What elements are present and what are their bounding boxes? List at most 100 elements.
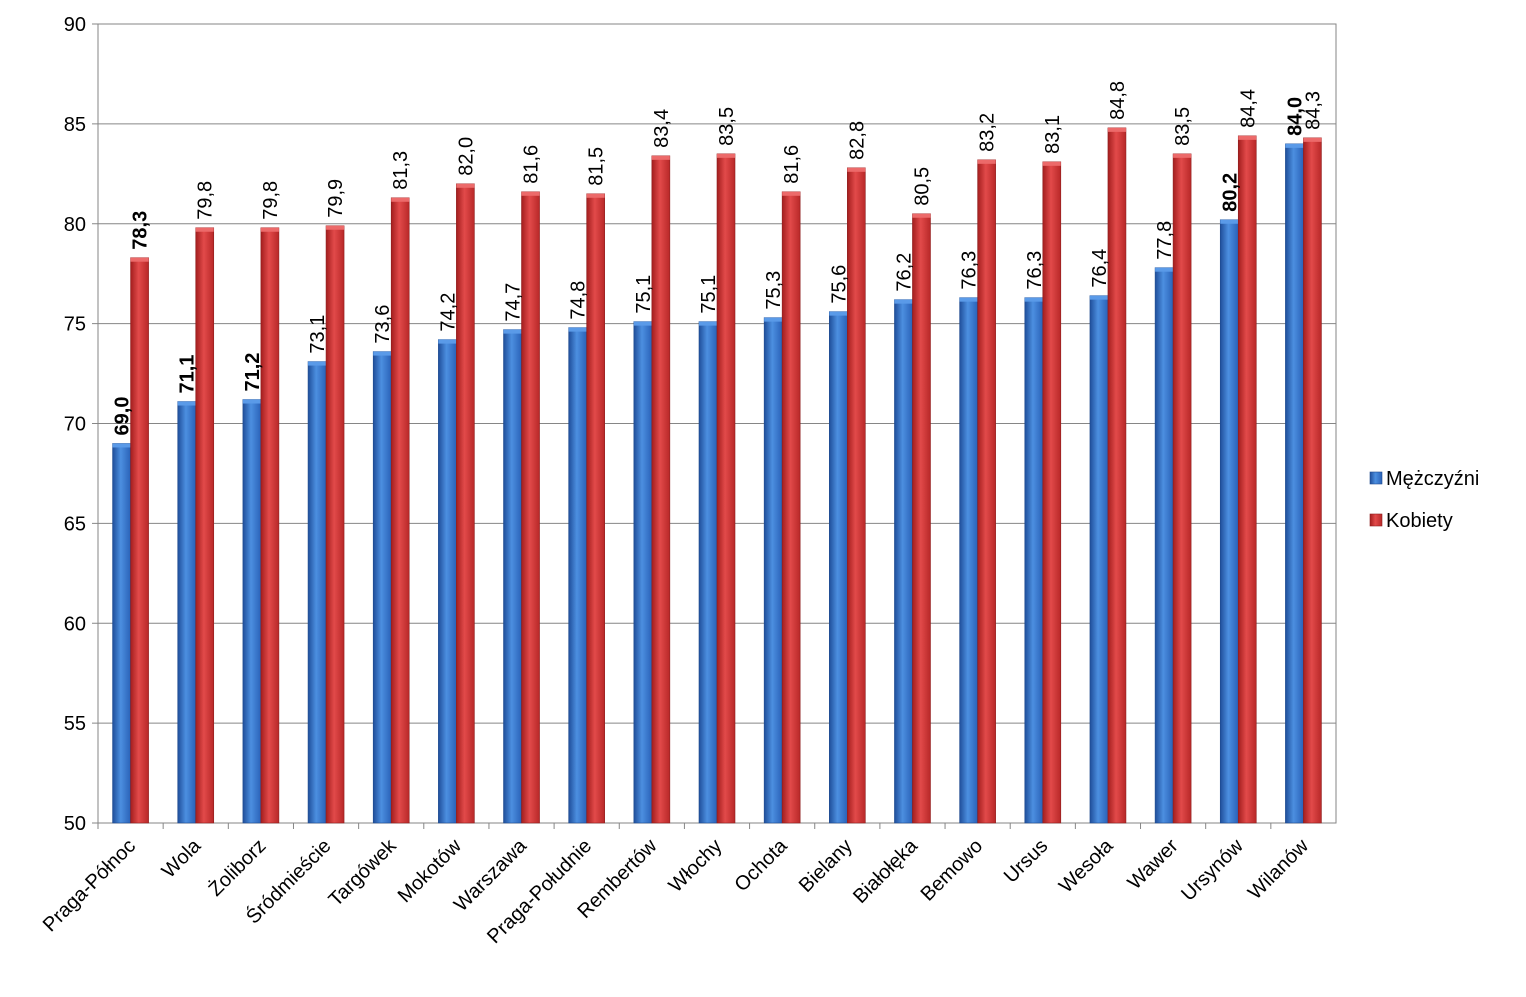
bar-men-12 <box>829 311 848 824</box>
y-tick-label: 70 <box>64 414 86 436</box>
bar-men-5 <box>372 351 392 824</box>
bar-women-2 <box>195 227 215 824</box>
bar-men-9 <box>633 321 653 824</box>
x-tick-label: Białołęka <box>849 834 923 908</box>
data-label-men-14: 76,3 <box>959 251 981 290</box>
bar-top-men-7 <box>503 329 522 334</box>
bar-top-women-3 <box>260 227 279 232</box>
bar-top-men-13 <box>894 299 913 304</box>
bar-top-men-19 <box>1285 143 1304 148</box>
x-tick-label: Wawer <box>1124 835 1183 894</box>
data-label-women-13: 80,5 <box>911 167 933 206</box>
bar-women-3 <box>260 227 280 824</box>
data-label-men-8: 74,8 <box>568 281 590 320</box>
bar-men-6 <box>438 339 457 824</box>
bar-top-women-2 <box>195 227 214 232</box>
data-label-women-5: 81,3 <box>390 151 412 190</box>
bar-men-3 <box>242 399 262 824</box>
data-label-men-15: 76,3 <box>1024 251 1046 290</box>
data-label-men-19: 84,0 <box>1284 97 1306 136</box>
bar-top-women-11 <box>782 191 801 196</box>
y-tick-label: 90 <box>64 14 86 36</box>
data-label-women-12: 82,8 <box>846 121 868 160</box>
bar-top-women-5 <box>391 197 410 202</box>
bar-top-men-11 <box>764 317 783 322</box>
x-tick-label: Ochota <box>731 834 793 896</box>
bar-men-1 <box>112 443 131 824</box>
y-tick-label: 85 <box>64 114 86 136</box>
bar-top-women-17 <box>1173 153 1192 158</box>
bar-top-men-15 <box>1024 297 1043 302</box>
bar-top-men-17 <box>1155 267 1174 272</box>
data-label-women-10: 83,5 <box>716 107 738 146</box>
data-label-men-5: 73,6 <box>372 305 394 344</box>
bar-men-16 <box>1089 295 1109 824</box>
x-tick-label: Bielany <box>795 835 857 897</box>
bar-top-women-10 <box>717 153 735 158</box>
bar-top-men-16 <box>1089 295 1108 300</box>
data-label-women-16: 84,8 <box>1107 81 1129 120</box>
bar-men-10 <box>698 321 718 824</box>
bar-top-women-15 <box>1042 161 1061 166</box>
bar-men-15 <box>1024 297 1044 824</box>
data-label-women-14: 83,2 <box>977 113 999 152</box>
x-tick-label: Włochy <box>665 835 727 897</box>
bar-top-women-12 <box>847 167 866 172</box>
axes: 50 55 60 65 70 75 80 85 90 Praga-Północ Wola Żolibo… <box>39 14 1336 948</box>
x-tick-label: Wola <box>158 834 206 882</box>
data-label-men-18: 80,2 <box>1219 173 1241 212</box>
x-tick-label: Targówek <box>325 834 402 911</box>
bar-top-men-1 <box>112 443 131 448</box>
bar-top-men-6 <box>438 339 457 344</box>
x-tick-label: Bemowo <box>917 835 988 906</box>
y-tick-label: 60 <box>64 613 86 635</box>
data-label-men-16: 76,4 <box>1089 249 1111 288</box>
data-label-men-3: 71,2 <box>242 353 264 392</box>
bar-top-women-9 <box>651 155 670 160</box>
legend-label-2: Kobiety <box>1386 510 1453 532</box>
data-label-women-19: 84,3 <box>1302 91 1324 130</box>
bar-men-11 <box>763 317 783 824</box>
bar-top-men-12 <box>829 311 848 316</box>
data-label-women-18: 84,4 <box>1237 89 1259 128</box>
bar-women-1 <box>130 257 149 824</box>
x-tick-label: Ursynów <box>1177 835 1248 906</box>
bar-top-women-4 <box>326 225 345 230</box>
bar-top-women-8 <box>586 193 605 198</box>
data-label-women-8: 81,5 <box>586 147 608 186</box>
x-tick-label: Wilanów <box>1244 835 1313 904</box>
bar-men-7 <box>503 329 522 824</box>
bar-top-men-8 <box>568 327 587 332</box>
legend-swatch-1 <box>1369 471 1383 485</box>
y-tick-label: 55 <box>64 713 86 735</box>
data-label-men-13: 76,2 <box>893 253 915 292</box>
x-tick-label: Wesoła <box>1055 834 1118 897</box>
data-label-men-17: 77,8 <box>1154 221 1176 260</box>
x-tick-label: Żoliborz <box>204 834 271 901</box>
bar-top-women-14 <box>977 159 996 164</box>
x-tick-label: Praga-Północ <box>39 835 140 936</box>
bar-top-women-16 <box>1107 127 1126 132</box>
bar-women-6 <box>456 183 475 824</box>
data-label-women-3: 79,8 <box>260 181 282 220</box>
bar-men-17 <box>1154 267 1174 824</box>
y-tick-label: 65 <box>64 513 86 535</box>
y-tick-label: 75 <box>64 314 86 336</box>
data-label-women-11: 81,6 <box>781 145 803 184</box>
data-label-women-17: 83,5 <box>1172 107 1194 146</box>
bar-top-women-1 <box>130 257 149 262</box>
bar-men-4 <box>307 361 327 824</box>
data-label-men-4: 73,1 <box>307 315 329 354</box>
x-tick-label: Ursus <box>1000 835 1052 887</box>
bar-women-5 <box>390 197 410 824</box>
legend: Mężczyźni Kobiety <box>1369 468 1479 532</box>
bar-women-9 <box>651 155 671 824</box>
bar-top-men-4 <box>308 361 327 366</box>
bar-men-19 <box>1285 143 1304 824</box>
data-label-women-9: 83,4 <box>651 109 673 148</box>
bar-men-2 <box>177 401 197 824</box>
bar-women-10 <box>716 153 736 824</box>
bar-men-13 <box>894 299 913 824</box>
bar-top-men-18 <box>1220 219 1239 224</box>
